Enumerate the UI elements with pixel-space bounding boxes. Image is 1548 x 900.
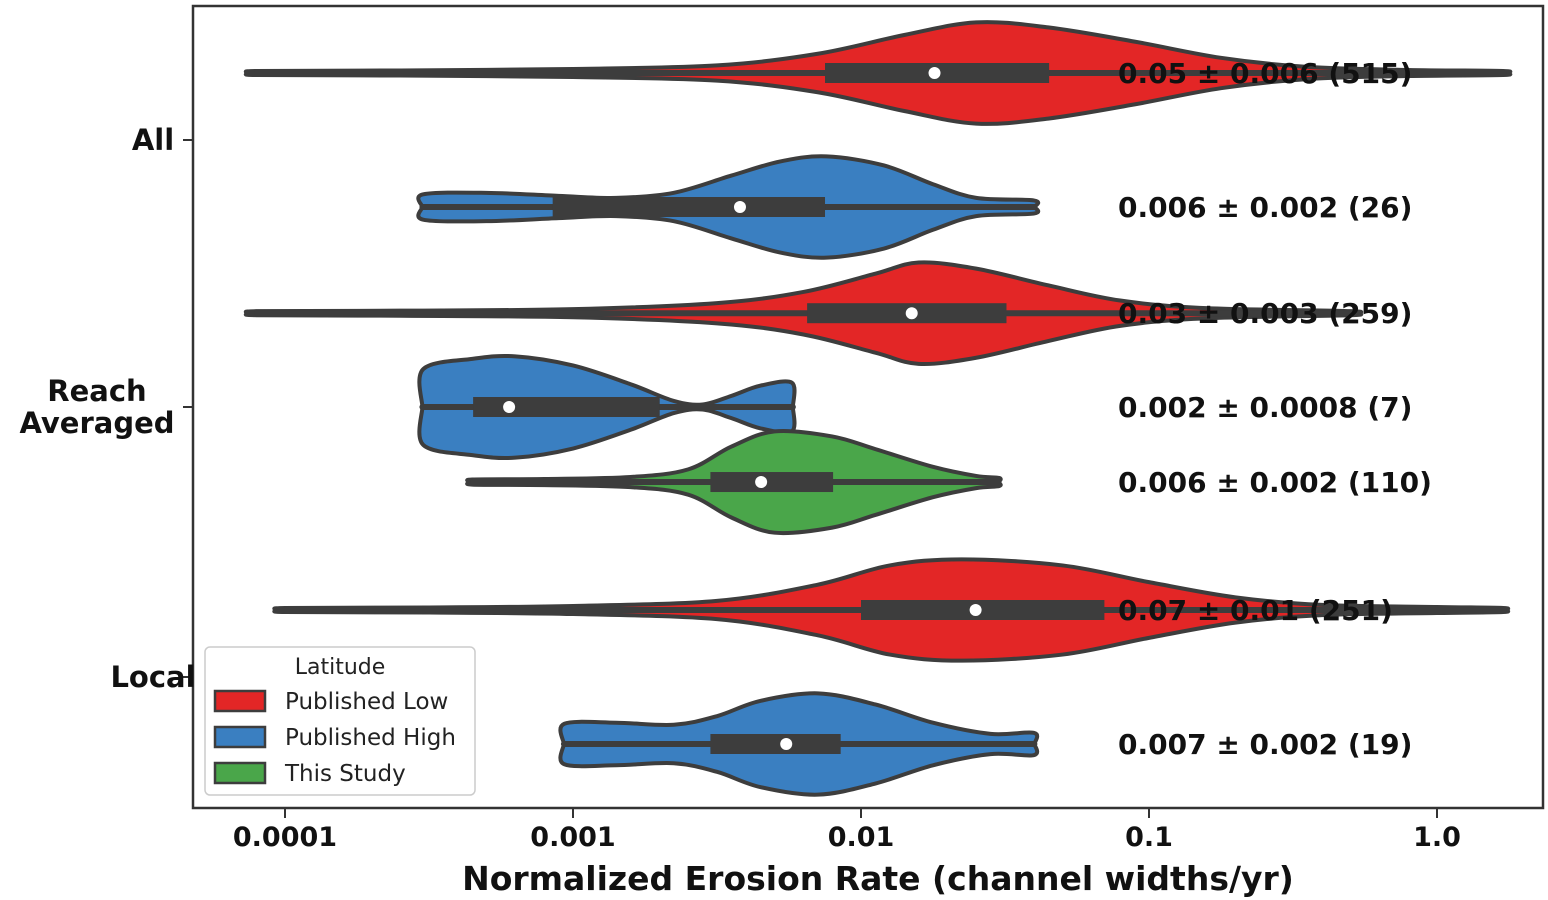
legend: Latitude Published Low Published High This…: [204, 646, 476, 796]
annotations-layer: 0.05 ± 0.006 (515) 0.006 ± 0.002 (26) 0.03…: [1118, 57, 1432, 761]
violin-2: [243, 260, 1364, 366]
x-tick-label: 0.0001: [233, 822, 337, 853]
violins-layer: [243, 20, 1513, 797]
y-tick-label: All: [132, 123, 174, 157]
violin-annotation: 0.006 ± 0.002 (110): [1118, 466, 1432, 499]
x-axis-title: Normalized Erosion Rate (channel widths/…: [462, 859, 1294, 898]
violin-median: [905, 307, 918, 320]
violin-annotation: 0.006 ± 0.002 (26): [1118, 191, 1412, 224]
y-tick-label: Local: [110, 660, 195, 694]
legend-entry: Published High: [213, 725, 456, 751]
violin-1: [416, 154, 1041, 260]
legend-entry: This Study: [213, 761, 406, 787]
legend-label: This Study: [284, 761, 406, 787]
violin-median: [503, 401, 516, 413]
violin-annotation: 0.03 ± 0.003 (259): [1118, 297, 1412, 330]
violin-iqr-box: [710, 472, 834, 493]
violin-annotation: 0.002 ± 0.0008 (7): [1118, 391, 1412, 424]
violin-median: [780, 738, 793, 750]
y-axis: All Reach Averaged Local: [19, 123, 195, 694]
violin-iqr-box: [552, 197, 826, 217]
violin-3: [417, 353, 797, 461]
legend-swatch: [213, 689, 267, 713]
x-axis: 0.0001 0.001 0.01 0.1 1.0: [233, 808, 1461, 853]
violin-median: [969, 604, 982, 616]
y-tick-label: Reach Averaged: [19, 374, 174, 440]
violin-annotation: 0.007 ± 0.002 (19): [1118, 728, 1412, 761]
legend-label: Published High: [285, 725, 456, 751]
violin-annotation: 0.05 ± 0.006 (515): [1118, 57, 1412, 90]
violin-0: [243, 20, 1513, 126]
violin-annotation: 0.07 ± 0.01 (251): [1118, 594, 1393, 627]
violin-5: [272, 557, 1511, 663]
x-tick-label: 0.1: [1125, 822, 1173, 853]
legend-label: Published Low: [285, 689, 448, 715]
legend-swatch: [213, 761, 267, 785]
legend-title: Latitude: [295, 655, 386, 680]
violin-4: [465, 428, 1003, 536]
legend-frame: [204, 646, 476, 796]
legend-entries: Published Low Published High This Study: [213, 689, 456, 787]
x-tick-label: 0.01: [828, 822, 895, 853]
violin-median: [755, 476, 768, 489]
violin-iqr-box: [473, 397, 660, 417]
violin-6: [558, 691, 1040, 797]
violin-median: [928, 67, 941, 79]
x-tick-label: 0.001: [530, 822, 615, 853]
violin-median: [733, 201, 746, 213]
legend-swatch: [213, 725, 267, 749]
x-tick-label: 1.0: [1413, 822, 1461, 853]
legend-entry: Published Low: [213, 689, 448, 715]
violin-iqr-box: [861, 600, 1105, 620]
violin-iqr-box: [710, 734, 841, 754]
